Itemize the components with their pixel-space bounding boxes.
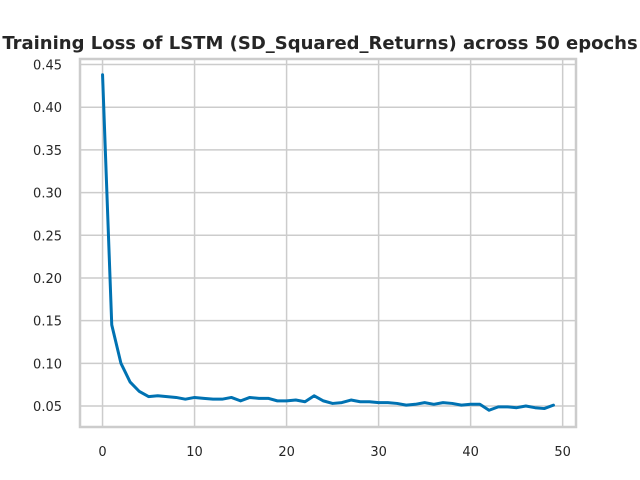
chart-title: Training Loss of LSTM (SD_Squared_Return… — [2, 33, 637, 54]
axes-frame — [78, 57, 578, 429]
y-tick-label: 0.20 — [33, 272, 62, 287]
y-tick-label: 0.25 — [33, 229, 62, 244]
y-tick-label: 0.05 — [33, 400, 62, 415]
x-tick-label: 10 — [186, 445, 203, 460]
y-tick-label: 0.15 — [33, 315, 62, 330]
x-tick-label: 0 — [98, 445, 106, 460]
x-tick-label: 40 — [462, 445, 479, 460]
y-tick-label: 0.45 — [33, 59, 62, 74]
x-tick-label: 30 — [370, 445, 387, 460]
y-axis-ticks: 0.05 0.10 0.15 0.20 0.25 0.30 0.35 0.40 0.45 — [33, 59, 62, 415]
y-tick-label: 0.10 — [33, 357, 62, 372]
x-axis-ticks: 0 10 20 30 40 50 — [98, 445, 571, 460]
series-layer — [101, 73, 555, 412]
loss-line — [101, 73, 555, 412]
y-tick-label: 0.30 — [33, 187, 62, 202]
y-tick-label: 0.40 — [33, 101, 62, 116]
grid-lines — [80, 59, 576, 427]
y-tick-label: 0.35 — [33, 144, 62, 159]
x-tick-label: 20 — [278, 445, 295, 460]
x-tick-label: 50 — [554, 445, 571, 460]
